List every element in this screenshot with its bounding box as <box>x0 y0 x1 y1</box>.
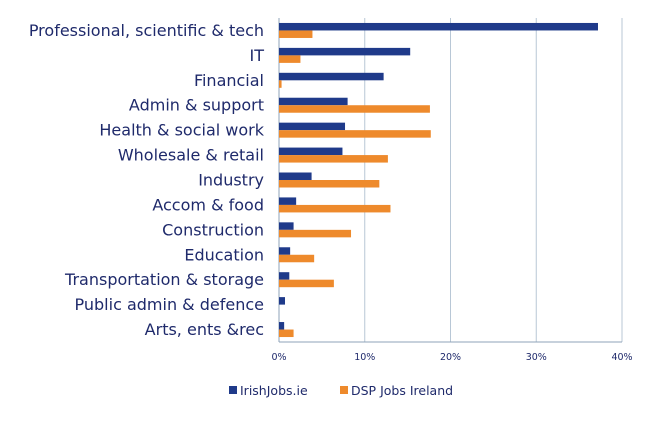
bar-dsp <box>279 180 380 188</box>
bar-irishjobs <box>279 322 285 330</box>
bar-dsp <box>279 329 294 338</box>
bar-irishjobs <box>279 222 294 230</box>
bar-irishjobs <box>279 197 297 205</box>
bar-dsp <box>279 55 301 63</box>
x-tick-labels: 0% 10% 20% 30% 40% <box>271 352 632 363</box>
legend: IrishJobs.ie DSP Jobs Ireland <box>229 383 453 398</box>
bar-irishjobs <box>279 147 343 156</box>
bar-dsp <box>279 30 313 38</box>
bar-dsp <box>279 229 352 238</box>
bar-irishjobs <box>279 22 598 31</box>
x-tick-label: 40% <box>611 352 632 363</box>
category-label: IT <box>250 46 265 65</box>
legend-label-dsp: DSP Jobs Ireland <box>351 383 453 398</box>
category-label: Construction <box>162 220 264 239</box>
legend-swatch-dsp <box>340 386 348 394</box>
category-label: Admin & support <box>129 96 264 115</box>
x-tick-label: 30% <box>526 352 547 363</box>
x-tick-label: 20% <box>440 352 461 363</box>
category-label: Accom & food <box>152 195 264 214</box>
category-label: Professional, scientific & tech <box>29 21 264 40</box>
bar-irishjobs <box>279 297 286 305</box>
x-tick-label: 10% <box>354 352 375 363</box>
bar-dsp <box>279 279 334 288</box>
bar-dsp <box>279 204 391 213</box>
legend-label-irishjobs: IrishJobs.ie <box>240 383 308 398</box>
bar-dsp <box>279 155 388 163</box>
category-label: Education <box>184 245 264 264</box>
bar-dsp <box>279 130 431 138</box>
bar-dsp <box>279 254 315 263</box>
bar-irishjobs <box>279 172 312 180</box>
bar-dsp <box>279 80 282 88</box>
bar-irishjobs <box>279 272 290 280</box>
bar-irishjobs <box>279 122 346 131</box>
x-tick-label: 0% <box>271 352 286 363</box>
category-label: Industry <box>198 171 264 190</box>
bar-irishjobs <box>279 72 384 81</box>
category-label: Arts, ents &rec <box>145 320 264 339</box>
category-label: Wholesale & retail <box>118 146 264 165</box>
category-label: Transportation & storage <box>64 270 264 289</box>
bar-irishjobs <box>279 97 348 106</box>
bar-irishjobs <box>279 247 291 255</box>
category-label: Public admin & defence <box>75 295 264 314</box>
category-label: Financial <box>194 71 264 90</box>
category-labels: Professional, scientific & tech IT Financi… <box>29 21 265 339</box>
legend-swatch-irishjobs <box>229 386 237 394</box>
bar-dsp <box>279 105 430 113</box>
grid-layer <box>278 18 623 343</box>
bar-irishjobs <box>279 47 411 56</box>
category-label: Health & social work <box>99 121 264 140</box>
bars <box>279 22 598 338</box>
